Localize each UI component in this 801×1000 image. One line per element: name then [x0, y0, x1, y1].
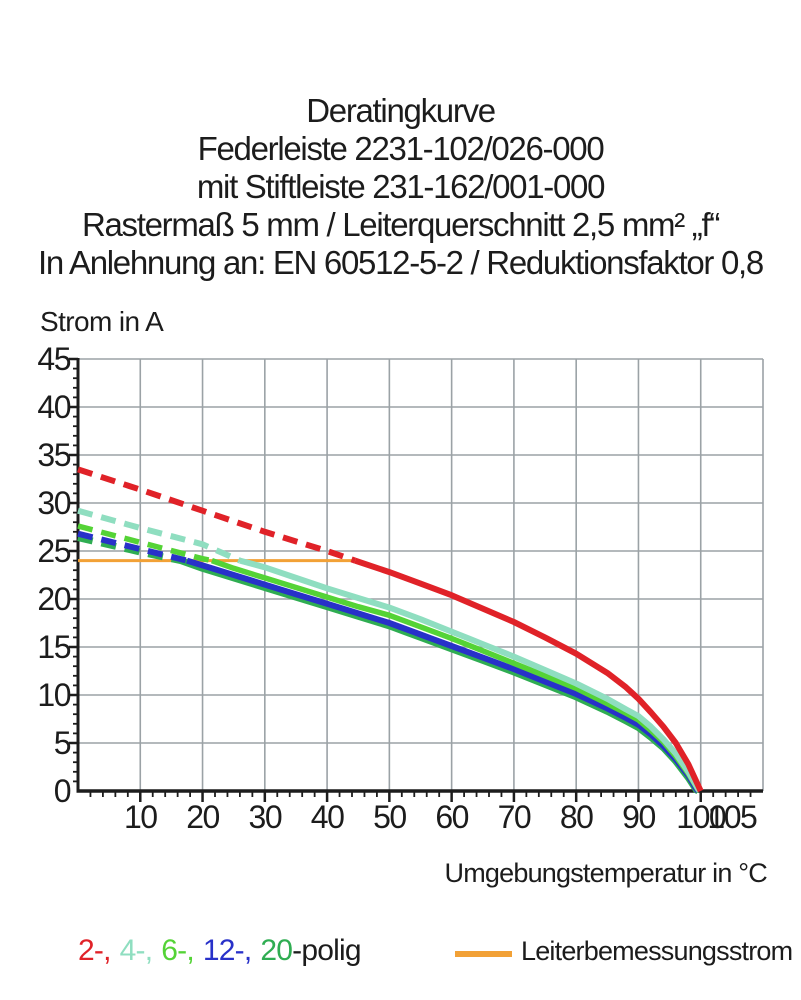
curve-12-polig-dashed [77, 530, 188, 564]
x-tick-label-100: 100 [676, 799, 726, 835]
y-axis-title: Strom in A [40, 306, 164, 337]
y-tick-label-45: 45 [37, 341, 71, 377]
x-tick-label-70: 70 [497, 799, 532, 835]
rated-current-legend-swatch [455, 951, 512, 957]
x-tick-label-80: 80 [559, 799, 594, 835]
chart-title-block: Deratingkurve Federleiste 2231-102/026-0… [0, 92, 801, 282]
y-tick-label-20: 20 [37, 581, 71, 617]
title-line-1: Deratingkurve [306, 92, 496, 129]
y-tick-label-0: 0 [53, 773, 72, 809]
x-tick-label-40: 40 [310, 799, 345, 835]
curve-20-polig-solid [179, 557, 700, 795]
x-axis-title: Umgebungstemperatur in °C [444, 858, 768, 888]
curve-12-polig-solid [186, 557, 701, 794]
y-tick-label-25: 25 [37, 533, 71, 569]
curve-2-polig-dashed [77, 466, 357, 564]
title-line-3: mit Stiftleiste 231-162/001-000 [196, 168, 606, 205]
x-tick-label-60: 60 [435, 799, 469, 835]
y-tick-label-30: 30 [37, 485, 71, 521]
y-tick-label-35: 35 [37, 437, 71, 473]
x-tick-label-90: 90 [622, 799, 656, 835]
legend-pole-item-20: 20 [260, 934, 293, 967]
x-tick-label-10: 10 [123, 799, 158, 835]
legend-pole-item-12: 12-, [202, 934, 252, 967]
legend-pole-item-6: 6-, [161, 934, 194, 967]
x-tick-label-20: 20 [186, 799, 220, 835]
y-tick-label-10: 10 [37, 677, 71, 713]
curve-4-polig-solid [239, 557, 703, 793]
x-tick-label-105: 105 [707, 799, 757, 835]
poles-legend: 2-, 4-, 6-, 12-, 20-polig [78, 934, 362, 968]
y-tick-label-40: 40 [37, 389, 71, 425]
legend-pole-item-2: 2-, [78, 934, 111, 967]
rated-current-legend-label: Leiterbemessungsstrom [521, 936, 793, 966]
curve-4-polig-dashed [77, 507, 242, 564]
curve-6-polig-dashed [77, 523, 213, 564]
legend-pole-item-4: 4-, [119, 934, 153, 967]
y-tick-label-15: 15 [37, 629, 71, 665]
title-line-2: Federleiste 2231-102/026-000 [197, 130, 605, 167]
curve-2-polig-solid [354, 557, 704, 793]
x-tick-label-50: 50 [373, 799, 407, 835]
y-tick-label-5: 5 [53, 725, 72, 761]
poles-legend-suffix: -polig [292, 934, 361, 967]
title-line-4: Rastermaß 5 mm / Leiterquerschnitt 2,5 m… [81, 206, 720, 243]
derating-chart [69, 357, 764, 802]
title-line-5: In Anlehnung an: EN 60512-5-2 / Reduktio… [38, 244, 764, 281]
x-tick-label-30: 30 [248, 799, 283, 835]
